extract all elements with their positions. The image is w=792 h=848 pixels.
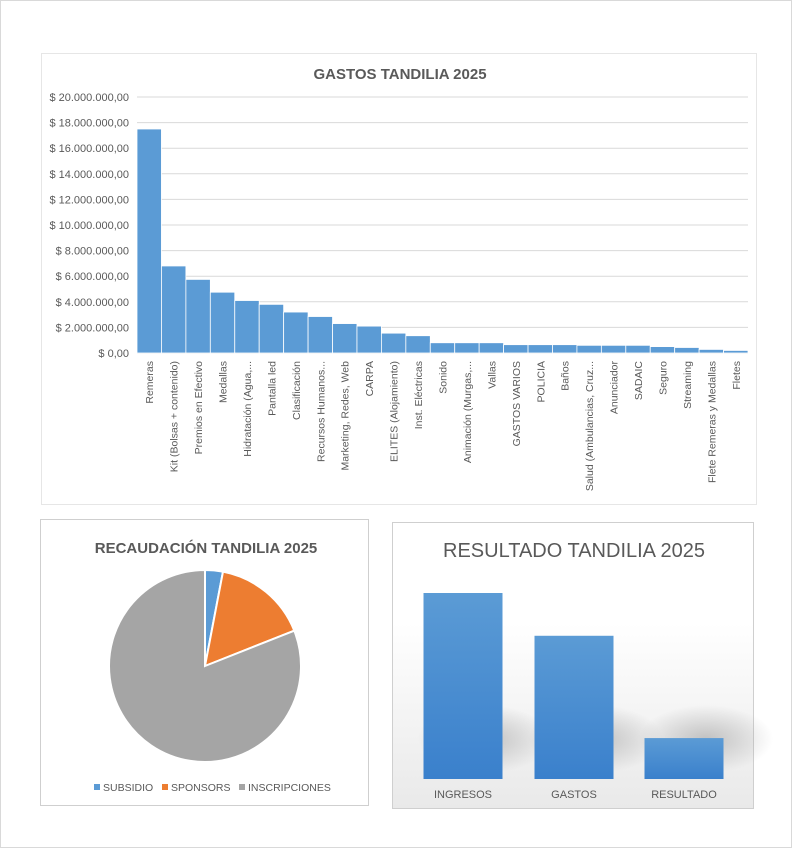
gastos-bar[interactable] (405, 335, 431, 354)
gastos-ytick-label: $ 8.000.000,00 (56, 246, 129, 258)
gastos-bar[interactable] (136, 128, 162, 354)
gastos-bar[interactable] (649, 346, 676, 354)
gastos-xtick-label: Animación (Murgas,... (462, 361, 474, 463)
gastos-bar[interactable] (258, 303, 285, 354)
gastos-xtick-label: POLICIA (535, 361, 547, 402)
gastos-bar[interactable] (454, 342, 480, 354)
gastos-bar[interactable] (161, 265, 187, 354)
gastos-bar[interactable] (723, 350, 749, 354)
pie-slice-sponsors[interactable] (203, 570, 296, 668)
resultado-xtick-label: INGRESOS (434, 789, 492, 801)
recaudacion-chart-title: RECAUDACIÓN TANDILIA 2025 (95, 539, 318, 557)
gastos-xtick-label: GASTOS VARIOS (511, 361, 523, 446)
gastos-bar[interactable] (332, 323, 358, 354)
gastos-xtick-label: Fletes (731, 361, 743, 390)
recaudacion-chart-panel[interactable]: RECAUDACIÓN TANDILIA 2025 SUBSIDIO SPONSO… (40, 519, 369, 806)
gastos-bar[interactable] (674, 347, 700, 354)
gastos-ytick-label: $ 14.000.000,00 (49, 169, 129, 181)
gastos-xtick-label: Hidratación (Agua,... (242, 361, 254, 457)
gastos-bar[interactable] (698, 349, 724, 354)
gastos-xtick-label: Vallas (486, 361, 498, 389)
gastos-chart-panel[interactable]: GASTOS TANDILIA 2025 $ 0,00 $ 2.000.000,0… (41, 53, 757, 505)
gastos-chart: GASTOS TANDILIA 2025 $ 0,00 $ 2.000.000,0… (49, 66, 749, 491)
gastos-ytick-label: $ 18.000.000,00 (49, 118, 129, 130)
gastos-xtick-label: CARPA (364, 361, 376, 396)
gastos-ytick-label: $ 4.000.000,00 (56, 297, 129, 309)
gastos-ytick-label: $ 10.000.000,00 (49, 220, 129, 232)
gastos-xtick-label: Medallas (218, 361, 230, 403)
gastos-xtick-label: Baños (560, 361, 572, 391)
resultado-chart-title: RESULTADO TANDILIA 2025 (443, 540, 705, 562)
gastos-bar[interactable] (356, 325, 382, 354)
legend-swatch (162, 784, 168, 790)
gastos-xtick-label: Flete Remeras y Medallas (706, 361, 718, 483)
gastos-bar[interactable] (552, 344, 578, 354)
gastos-xtick-label: Anunciador (609, 361, 621, 415)
gastos-xtick-label: Premios en Efectivo (193, 361, 205, 455)
gastos-xtick-label: Seguro (657, 361, 669, 395)
gastos-bar[interactable] (234, 300, 260, 354)
resultado-chart-panel[interactable]: RESULTADO TANDILIA 2025 INGRESOS GASTOS RE… (392, 522, 774, 809)
gastos-xtick-label: Remeras (144, 361, 156, 404)
gastos-xtick-label: SADAIC (633, 361, 645, 401)
gastos-bar[interactable] (283, 311, 309, 354)
gastos-xtick-label: Clasificación (291, 361, 303, 420)
recaudacion-chart: RECAUDACIÓN TANDILIA 2025 SUBSIDIO SPONSO… (94, 539, 331, 794)
resultado-xtick-label: RESULTADO (651, 789, 717, 801)
resultado-xtick-label: GASTOS (551, 789, 597, 801)
resultado-bar-resultado[interactable] (644, 738, 724, 779)
gastos-ytick-label: $ 20.000.000,00 (49, 92, 129, 104)
gastos-xtick-label: ELITES (Alojamiento) (389, 361, 401, 462)
gastos-bar[interactable] (380, 332, 407, 354)
resultado-bar-ingresos[interactable] (423, 593, 503, 779)
legend-label-inscripciones: INSCRIPCIONES (248, 782, 331, 794)
gastos-bar[interactable] (185, 278, 211, 354)
legend-label-sponsors: SPONSORS (171, 782, 231, 794)
gastos-bar[interactable] (429, 342, 456, 354)
gastos-xtick-label: Salud (Ambulancias, Cruz... (584, 361, 596, 491)
gastos-ytick-label: $ 12.000.000,00 (49, 194, 129, 206)
legend-label-subsidio: SUBSIDIO (103, 782, 153, 794)
gastos-xtick-label: Kit (Bolsas + contenido) (169, 361, 181, 472)
pie-slice-inscripciones[interactable] (108, 568, 302, 763)
gastos-bar[interactable] (478, 342, 505, 354)
gastos-xtick-label: Sonido (438, 361, 450, 394)
gastos-ytick-label: $ 0,00 (98, 348, 129, 360)
gastos-xtick-label: Inst. Eléctricas (413, 361, 425, 429)
gastos-ytick-label: $ 6.000.000,00 (56, 271, 129, 283)
gastos-bar[interactable] (503, 344, 529, 354)
gastos-xtick-label: Streaming (682, 361, 694, 409)
gastos-chart-title: GASTOS TANDILIA 2025 (313, 66, 486, 83)
gastos-ytick-label: $ 16.000.000,00 (49, 143, 129, 155)
gastos-bar[interactable] (600, 344, 627, 354)
gastos-xtick-label: Marketing, Redes, Web (340, 361, 352, 471)
legend-swatch (239, 784, 245, 790)
resultado-bar-gastos[interactable] (534, 635, 614, 779)
gastos-bar[interactable] (209, 291, 236, 354)
gastos-bar[interactable] (625, 344, 651, 354)
gastos-xtick-label: Recursos Humanos... (315, 361, 327, 462)
gastos-bar[interactable] (307, 316, 333, 354)
gastos-bar[interactable] (527, 344, 553, 354)
gastos-xtick-label: Pantalla led (266, 361, 278, 416)
resultado-chart: RESULTADO TANDILIA 2025 INGRESOS GASTOS RE… (417, 540, 774, 801)
gastos-bar[interactable] (576, 344, 602, 354)
gastos-ytick-label: $ 2.000.000,00 (56, 322, 129, 334)
legend-swatch (94, 784, 100, 790)
